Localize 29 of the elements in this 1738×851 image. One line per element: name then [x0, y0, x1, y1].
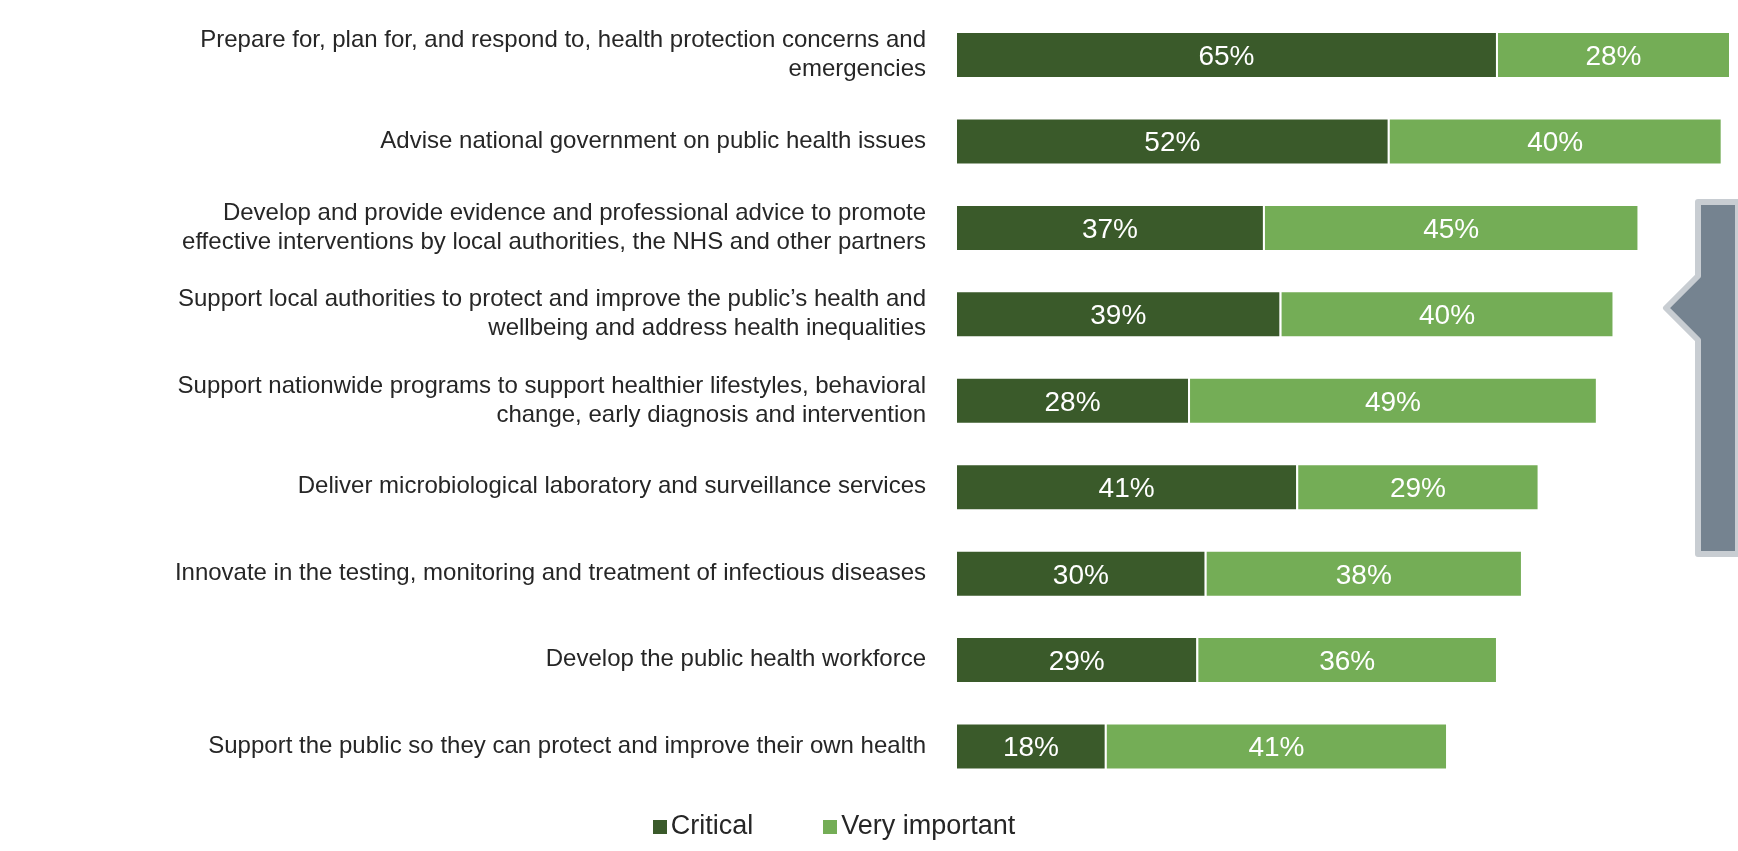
data-label: 40% [1419, 299, 1476, 331]
y-tick-label: Support nationwide programs to support healthier lifestyles, behavioral change, early diagnosis and intervention [177, 370, 926, 427]
y-tick-label: Prepare for, plan for, and respond to, health protection concerns and emergencies [200, 25, 926, 82]
data-label: 41% [1248, 731, 1305, 763]
data-label: 28% [1585, 39, 1642, 71]
y-tick-label: Innovate in the testing, monitoring and treatment of infectious diseases [174, 558, 926, 586]
data-label: 18% [1002, 731, 1059, 763]
data-label: 65% [1198, 39, 1255, 71]
data-label: 29% [1048, 645, 1105, 677]
y-tick-label: Develop the public health workforce [545, 644, 926, 672]
data-label: 36% [1319, 645, 1376, 677]
data-label: 28% [1044, 385, 1101, 417]
y-tick-label: Deliver microbiological laboratory and surveillance services [297, 471, 926, 499]
data-label: 52% [1144, 126, 1201, 158]
data-label: 38% [1335, 558, 1392, 590]
data-label: 29% [1389, 472, 1446, 504]
y-tick-label: Develop and provide evidence and professional advice to promote effective interventions by local authorities, the NHS and other partners [182, 197, 926, 254]
data-label: 49% [1364, 385, 1421, 417]
y-tick-label: Support the public so they can protect and improve their own health [208, 731, 926, 759]
data-label: 39% [1090, 299, 1147, 331]
data-label: 30% [1052, 558, 1109, 590]
data-label: 41% [1098, 472, 1155, 504]
y-tick-label: Support local authorities to protect and improve the public’s health and wellbeing and address health inequalities [177, 284, 926, 341]
data-label: 37% [1081, 212, 1138, 244]
y-tick-label: Advise national government on public health issues [380, 126, 926, 154]
legend-label: Very important [841, 810, 1016, 840]
legend-label: Critical [670, 810, 754, 840]
data-label: 45% [1423, 212, 1480, 244]
data-label: 40% [1527, 126, 1584, 158]
